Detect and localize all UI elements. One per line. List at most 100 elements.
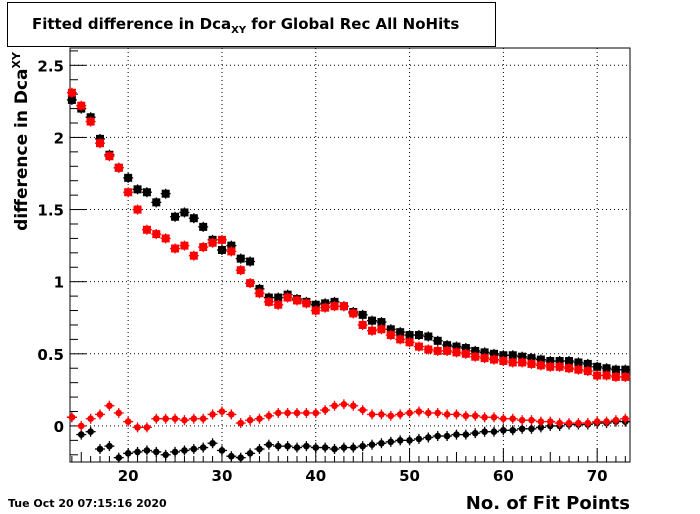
data-point bbox=[423, 407, 434, 418]
data-point bbox=[245, 256, 256, 267]
square-marker bbox=[246, 257, 255, 266]
data-point bbox=[395, 435, 406, 446]
data-point bbox=[620, 371, 631, 382]
data-point bbox=[95, 444, 106, 455]
data-point bbox=[141, 445, 152, 456]
square-marker bbox=[368, 326, 377, 335]
data-point bbox=[132, 446, 143, 457]
circle-marker bbox=[406, 409, 413, 417]
data-point bbox=[113, 162, 124, 173]
data-point bbox=[526, 358, 537, 369]
data-point bbox=[507, 425, 518, 436]
data-point bbox=[95, 138, 106, 149]
data-point bbox=[470, 410, 481, 421]
square-marker bbox=[377, 318, 386, 327]
square-marker bbox=[349, 309, 358, 318]
data-point bbox=[376, 409, 387, 420]
circle-marker bbox=[106, 402, 113, 410]
data-point bbox=[338, 301, 349, 312]
circle-marker bbox=[518, 425, 526, 433]
circle-marker bbox=[331, 445, 338, 453]
circle-marker bbox=[359, 442, 366, 450]
data-point bbox=[76, 429, 87, 440]
data-point bbox=[395, 334, 406, 345]
x-tick-label: 40 bbox=[305, 467, 326, 485]
square-marker bbox=[405, 331, 414, 340]
data-point bbox=[151, 413, 162, 424]
square-marker bbox=[152, 230, 161, 239]
square-marker bbox=[555, 362, 564, 371]
circle-marker bbox=[134, 424, 141, 431]
data-point bbox=[301, 298, 312, 309]
square-marker bbox=[508, 358, 517, 367]
circle-marker bbox=[162, 451, 169, 459]
square-marker bbox=[358, 320, 367, 329]
square-marker bbox=[536, 355, 545, 364]
data-point bbox=[357, 441, 368, 452]
y-tick-label: 2.5 bbox=[37, 57, 64, 75]
data-point bbox=[554, 418, 565, 429]
square-marker bbox=[574, 358, 583, 367]
data-point bbox=[488, 412, 499, 423]
data-point bbox=[517, 357, 528, 368]
square-marker bbox=[414, 342, 423, 351]
data-point bbox=[254, 288, 265, 299]
square-marker bbox=[236, 266, 245, 275]
data-point bbox=[85, 116, 96, 127]
circle-marker bbox=[68, 413, 76, 421]
data-point bbox=[179, 207, 190, 218]
circle-marker bbox=[453, 431, 460, 438]
circle-marker bbox=[528, 416, 535, 424]
square-marker bbox=[518, 358, 527, 367]
square-marker bbox=[574, 365, 583, 374]
square-marker bbox=[311, 300, 320, 309]
circle-marker bbox=[152, 448, 160, 456]
circle-marker bbox=[528, 425, 535, 433]
square-marker bbox=[452, 348, 461, 357]
data-point bbox=[123, 416, 134, 427]
square-marker bbox=[142, 225, 151, 234]
square-marker bbox=[611, 372, 620, 381]
square-marker bbox=[414, 331, 423, 340]
square-marker bbox=[208, 238, 217, 247]
data-point bbox=[470, 351, 481, 362]
circle-marker bbox=[143, 447, 151, 454]
data-point bbox=[254, 413, 265, 424]
square-marker bbox=[189, 214, 198, 223]
circle-marker bbox=[443, 432, 451, 440]
square-marker bbox=[593, 371, 602, 380]
circle-marker bbox=[340, 400, 348, 408]
circle-marker bbox=[509, 426, 517, 434]
square-marker bbox=[621, 372, 630, 381]
square-marker bbox=[602, 371, 611, 380]
circle-marker bbox=[181, 416, 188, 424]
circle-marker bbox=[425, 434, 432, 441]
data-point bbox=[85, 413, 96, 424]
circle-marker bbox=[312, 444, 320, 451]
circle-marker bbox=[265, 441, 273, 448]
data-point bbox=[170, 211, 181, 222]
square-marker bbox=[499, 357, 508, 366]
data-point bbox=[329, 400, 340, 411]
square-marker bbox=[405, 338, 414, 347]
square-marker bbox=[199, 222, 208, 231]
data-point bbox=[385, 410, 396, 421]
square-marker bbox=[274, 293, 283, 302]
circle-marker bbox=[603, 418, 610, 425]
data-point bbox=[235, 253, 246, 264]
circle-marker bbox=[293, 444, 301, 451]
data-point bbox=[517, 423, 528, 434]
data-point bbox=[320, 302, 331, 313]
data-point bbox=[301, 441, 312, 452]
circle-marker bbox=[378, 439, 385, 447]
square-marker bbox=[124, 173, 133, 182]
data-point bbox=[460, 410, 471, 421]
circle-marker bbox=[190, 415, 198, 423]
circle-marker bbox=[134, 448, 141, 456]
data-point bbox=[263, 296, 274, 307]
data-point bbox=[423, 432, 434, 443]
data-point bbox=[160, 449, 171, 460]
circle-marker bbox=[612, 416, 620, 424]
circle-marker bbox=[274, 442, 282, 450]
